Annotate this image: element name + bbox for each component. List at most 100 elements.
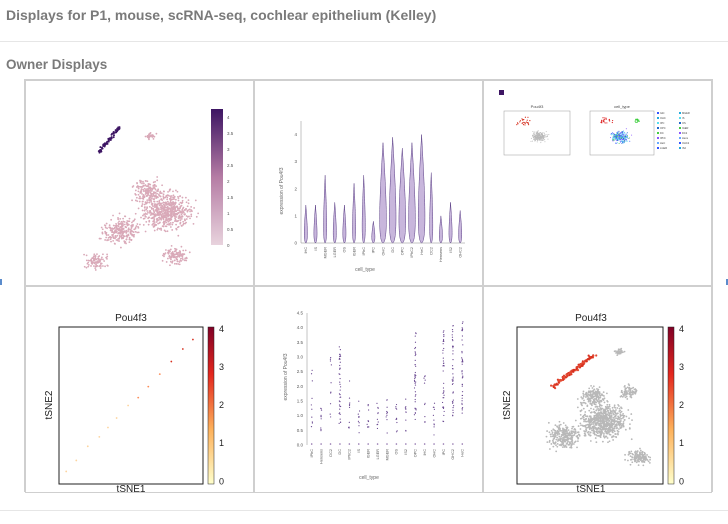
legend-swatch	[679, 147, 681, 149]
cell-point	[526, 119, 528, 121]
cell-point	[184, 196, 187, 199]
cell-point	[596, 388, 598, 390]
cell-point	[582, 418, 585, 421]
cell-point	[587, 400, 590, 403]
cell-point	[539, 138, 541, 140]
x-tick-label: OHC	[381, 247, 385, 256]
cell-point	[174, 208, 177, 210]
cell-point	[443, 394, 445, 396]
cell-point	[189, 210, 191, 213]
cell-point	[151, 187, 154, 190]
cell-point	[128, 241, 131, 244]
cell-point	[561, 443, 563, 446]
cell-point	[614, 414, 617, 417]
cell-point	[546, 441, 549, 444]
cell-point	[537, 138, 539, 140]
display-tile-1[interactable]: 4 3.5 3 2.5 2 1.5 1 0.5 0	[25, 80, 254, 286]
cell-point	[548, 134, 550, 136]
cell-point	[96, 253, 98, 256]
cell-point	[119, 230, 122, 233]
cell-point	[148, 201, 151, 204]
cell-point	[145, 185, 148, 188]
cell-point	[582, 416, 585, 419]
cell-point	[597, 408, 600, 410]
cell-point	[635, 121, 637, 124]
cell-point	[159, 195, 162, 198]
cell-point	[102, 258, 104, 261]
cell-point	[451, 379, 453, 381]
cell-point	[638, 120, 640, 122]
cell-point	[599, 399, 601, 402]
cell-point	[587, 425, 590, 427]
cell-point	[563, 438, 566, 441]
cell-point	[153, 206, 156, 208]
cell-point	[134, 189, 137, 192]
cell-point	[146, 180, 149, 183]
violin-IHC	[304, 205, 308, 244]
cell-point	[106, 264, 109, 267]
cell-point	[564, 430, 567, 433]
cell-point	[621, 132, 623, 134]
right-scroll-indicator[interactable]	[726, 279, 728, 285]
cell-point	[367, 426, 369, 428]
cell-point	[634, 120, 636, 122]
cell-point	[154, 188, 157, 191]
cell-point	[395, 443, 398, 445]
cell-point	[131, 186, 134, 188]
violin-HeC	[417, 134, 426, 244]
cell-point	[182, 207, 184, 210]
cell-point	[169, 203, 172, 206]
cell-point	[517, 123, 519, 125]
cell-point	[628, 388, 631, 391]
cell-point	[622, 424, 625, 427]
cell-point	[153, 225, 156, 228]
cell-point	[645, 456, 647, 458]
cell-point	[556, 436, 559, 439]
cell-point	[603, 410, 606, 413]
cell-point	[461, 371, 463, 373]
cell-point	[103, 260, 106, 262]
cell-point	[555, 450, 558, 453]
cell-point	[142, 194, 145, 196]
cell-point	[121, 228, 124, 231]
cell-point	[627, 459, 629, 462]
cell-point	[179, 221, 182, 224]
cell-point	[604, 117, 606, 119]
cell-point	[188, 208, 191, 211]
display-tile-3[interactable]: Pou4f3 cell_type IHC OHC IPC OPC DC IPhC HeC LG…	[483, 80, 712, 286]
cell-point	[594, 419, 597, 422]
cell-point	[586, 420, 588, 423]
cell-point	[175, 252, 178, 254]
cell-point	[598, 392, 601, 395]
cell-point	[582, 394, 585, 396]
cell-point	[172, 256, 175, 259]
cell-point	[556, 425, 558, 428]
cell-point	[544, 141, 546, 143]
cell-point	[600, 426, 602, 428]
cell-point	[612, 411, 614, 414]
cell-point	[142, 180, 144, 183]
cell-point	[623, 393, 626, 396]
cell-point	[114, 235, 117, 237]
legend-entry: IGER	[682, 126, 688, 130]
cell-point	[339, 393, 341, 396]
cell-point	[452, 402, 454, 404]
left-scroll-indicator[interactable]	[0, 279, 2, 285]
cell-point	[622, 421, 625, 423]
cell-point	[534, 131, 536, 133]
cell-point	[112, 131, 115, 134]
cell-point	[98, 255, 101, 257]
cell-point	[604, 122, 606, 124]
cell-point	[594, 426, 597, 429]
display-tile-5[interactable]: 4.5 4.0 3.5 3.0 2.5 2.0 1.5 1.0 0.5 0.0 IPhC Hense…	[254, 286, 483, 493]
cell-point	[563, 436, 566, 439]
cell-point	[561, 437, 564, 439]
cell-point	[443, 334, 445, 336]
cell-point	[442, 387, 445, 389]
cell-point	[100, 265, 102, 267]
cell-point	[443, 390, 445, 392]
cell-point	[610, 133, 612, 135]
